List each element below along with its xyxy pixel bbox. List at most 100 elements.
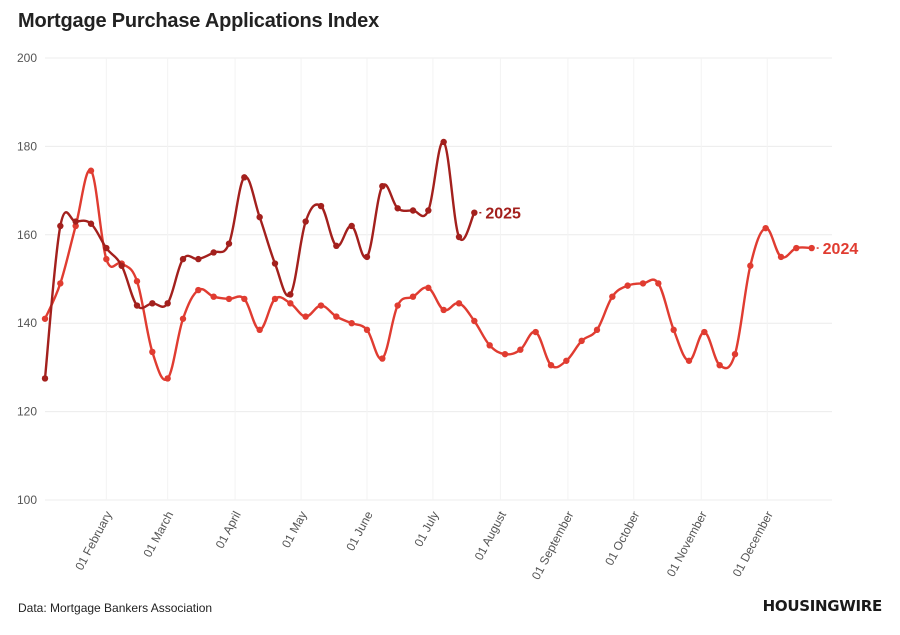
series-end-label: 2024 (823, 241, 859, 258)
data-point-2024 (655, 280, 662, 287)
data-point-2024 (593, 326, 601, 334)
series-2024: 2024 (41, 167, 859, 382)
data-point-2025 (210, 249, 217, 256)
data-point-2025 (363, 253, 371, 261)
data-point-2024 (685, 357, 693, 364)
x-tick-label: 01 June (343, 509, 376, 554)
data-point-2025 (118, 262, 125, 269)
data-point-2025 (394, 205, 401, 212)
data-point-2024 (409, 293, 417, 300)
data-point-2024 (793, 244, 800, 252)
data-point-2025 (317, 202, 325, 210)
y-tick-label: 100 (17, 493, 37, 507)
data-point-2024 (517, 346, 524, 353)
x-tick-label: 01 March (140, 509, 176, 560)
data-point-2025 (241, 174, 248, 181)
y-tick-label: 200 (17, 51, 37, 65)
series-line-2025 (43, 140, 476, 380)
data-point-2025 (133, 302, 141, 309)
data-point-2024 (639, 280, 647, 287)
data-point-2025 (333, 242, 340, 250)
data-point-2025 (471, 209, 478, 216)
data-point-2024 (241, 295, 248, 303)
x-tick-label: 01 December (730, 509, 776, 579)
series-line-2024 (43, 169, 813, 381)
data-point-2024 (256, 326, 263, 334)
y-tick-label: 140 (17, 316, 37, 330)
data-point-2025 (195, 255, 202, 263)
data-point-2024 (317, 302, 325, 309)
data-point-2024 (225, 295, 233, 303)
data-point-2024 (532, 328, 539, 336)
data-point-2024 (363, 326, 371, 334)
data-point-2024 (701, 328, 708, 336)
data-point-2025 (164, 300, 171, 307)
data-point-2024 (348, 320, 355, 327)
data-point-2024 (716, 361, 723, 369)
x-tick-label: 01 November (664, 509, 710, 579)
data-point-2024 (133, 278, 141, 285)
data-point-2024 (808, 244, 815, 252)
data-point-2024 (609, 293, 616, 300)
x-tick-label: 01 July (411, 509, 441, 549)
data-point-2025 (455, 233, 463, 241)
brand-logo: HOUSINGWIRE (762, 597, 883, 615)
x-tick-label: 01 February (72, 509, 115, 573)
data-point-2024 (57, 280, 64, 287)
data-point-2025 (87, 220, 95, 227)
data-point-2024 (578, 337, 585, 345)
axis-layer: 100 120 140 160 180 200 01 February 01 March 01 … (17, 51, 776, 582)
data-source-note: Data: Mortgage Bankers Association (18, 601, 213, 615)
data-point-2025 (57, 222, 64, 230)
data-point-2024 (777, 253, 785, 261)
data-point-2024 (164, 375, 171, 382)
data-point-2025 (72, 218, 79, 225)
data-point-2024 (547, 361, 555, 369)
data-point-2025 (41, 375, 49, 382)
data-point-2025 (179, 255, 187, 263)
data-point-2024 (563, 357, 570, 364)
series-end-label: 2025 (485, 206, 521, 223)
data-point-2025 (379, 182, 386, 190)
data-point-2024 (486, 342, 493, 349)
x-tick-label: 01 September (529, 509, 577, 582)
data-point-2025 (256, 213, 263, 221)
data-point-2025 (425, 207, 432, 214)
data-point-2025 (149, 300, 156, 307)
x-tick-label: 01 August (472, 508, 510, 562)
data-point-2024 (501, 350, 509, 358)
data-point-2024 (287, 300, 294, 307)
data-point-2024 (762, 224, 769, 232)
data-point-2024 (302, 313, 309, 320)
grid-layer (45, 57, 832, 501)
data-point-2024 (333, 313, 340, 320)
data-point-2025 (409, 207, 417, 214)
data-point-2024 (72, 222, 79, 230)
data-point-2024 (103, 255, 110, 263)
data-point-2024 (471, 317, 478, 325)
data-point-2024 (87, 167, 95, 174)
x-tick-label: 01 October (602, 509, 642, 568)
y-tick-label: 180 (17, 139, 37, 153)
data-point-2024 (210, 293, 217, 300)
data-point-2024 (440, 306, 447, 314)
series-2025: 2025 (41, 138, 521, 382)
data-point-2025 (271, 260, 279, 267)
data-point-2025 (225, 240, 233, 247)
data-point-2024 (271, 295, 279, 303)
chart-title: Mortgage Purchase Applications Index (18, 10, 380, 32)
data-point-2025 (287, 291, 294, 298)
data-point-2025 (103, 244, 110, 252)
data-point-2024 (149, 348, 156, 356)
data-point-2024 (179, 315, 187, 322)
data-point-2024 (670, 326, 677, 334)
y-tick-label: 160 (17, 228, 37, 242)
data-point-2024 (747, 262, 754, 269)
data-point-2024 (455, 300, 463, 307)
series-layer: 2024 2025 (41, 138, 859, 382)
data-point-2024 (41, 315, 49, 322)
data-point-2025 (348, 222, 355, 230)
data-point-2024 (731, 350, 739, 358)
